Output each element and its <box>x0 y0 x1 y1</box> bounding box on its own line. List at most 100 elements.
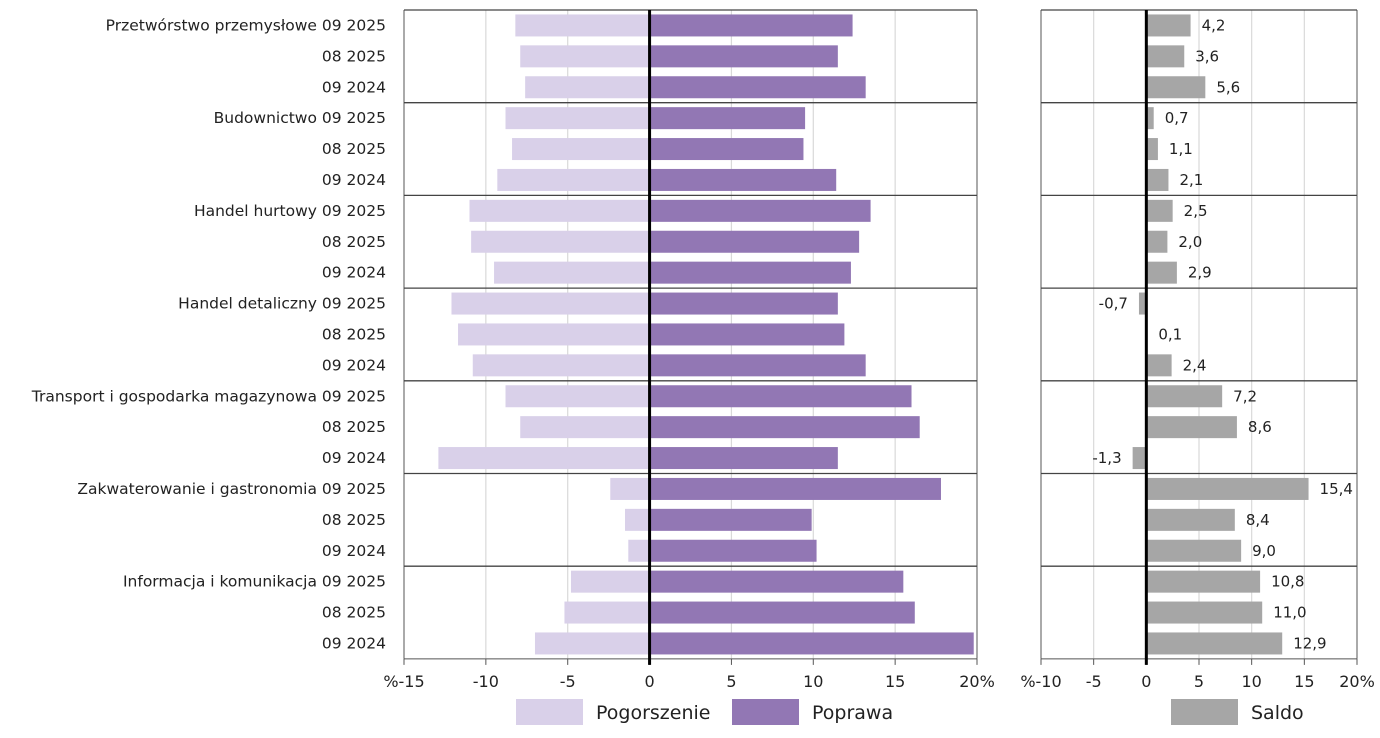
data-label-saldo: 2,9 <box>1188 264 1212 282</box>
data-label-saldo: 2,1 <box>1179 171 1203 189</box>
bar-poprawa <box>649 416 920 439</box>
bar-saldo <box>1146 632 1283 655</box>
bar-saldo <box>1146 570 1261 593</box>
data-label-saldo: 2,4 <box>1183 356 1207 374</box>
bar-poprawa <box>649 477 941 500</box>
bar-poprawa <box>649 45 838 68</box>
bar-pogorszenie <box>469 199 650 222</box>
frame-layer <box>403 9 1358 665</box>
bar-poprawa <box>649 261 851 284</box>
bar-poprawa <box>649 632 974 655</box>
bar-saldo <box>1146 138 1158 161</box>
x-tick-label: 0 <box>644 672 654 691</box>
bar-saldo <box>1146 76 1206 99</box>
data-label-saldo: 5,6 <box>1216 78 1240 96</box>
category-label: 09 2024 <box>322 634 386 652</box>
category-label: Zakwaterowanie i gastronomia 09 2025 <box>77 480 386 498</box>
data-label-saldo: 7,2 <box>1233 387 1257 405</box>
data-label-saldo: 2,0 <box>1178 233 1202 251</box>
bar-saldo <box>1146 539 1242 562</box>
x-tick-label: 0 <box>1141 672 1151 691</box>
category-label: 08 2025 <box>322 140 386 158</box>
category-label: Budownictwo 09 2025 <box>214 109 386 127</box>
bar-pogorszenie <box>438 447 650 470</box>
bar-saldo <box>1146 354 1172 377</box>
data-label-saldo: 0,7 <box>1165 109 1189 127</box>
bar-saldo <box>1146 230 1168 253</box>
bar-pogorszenie <box>534 632 650 655</box>
x-tick-label: 15 <box>1294 672 1314 691</box>
x-tick-label: %-10 <box>1020 672 1061 691</box>
category-label: 09 2024 <box>322 542 386 560</box>
category-label: 09 2024 <box>322 171 386 189</box>
bar-poprawa <box>649 323 845 346</box>
bar-saldo <box>1146 107 1154 130</box>
bar-pogorszenie <box>610 477 650 500</box>
legend-layer: Pogorszenie Poprawa Saldo <box>516 699 1304 725</box>
bar-poprawa <box>649 230 860 253</box>
bar-pogorszenie <box>564 601 650 624</box>
x-tick-label: 5 <box>726 672 736 691</box>
x-tick-label: 10 <box>1241 672 1261 691</box>
bar-pogorszenie <box>494 261 650 284</box>
category-label: Przetwórstwo przemysłowe 09 2025 <box>106 16 386 34</box>
legend-saldo-swatch <box>1171 699 1238 725</box>
bar-pogorszenie <box>625 508 650 531</box>
data-label-saldo: 12,9 <box>1293 634 1326 652</box>
bar-pogorszenie <box>525 76 650 99</box>
legend-poprawa-swatch <box>732 699 799 725</box>
bar-poprawa <box>649 447 838 470</box>
data-label-saldo: -0,7 <box>1099 295 1128 313</box>
data-label-saldo: 9,0 <box>1252 542 1276 560</box>
bar-poprawa <box>649 168 837 191</box>
legend-saldo-label: Saldo <box>1251 702 1304 724</box>
x-tick-label: 10 <box>803 672 823 691</box>
bar-pogorszenie <box>505 385 650 408</box>
x-tick-label: 20% <box>959 672 995 691</box>
bar-saldo <box>1132 447 1147 470</box>
category-label: Transport i gospodarka magazynowa 09 202… <box>31 387 386 405</box>
bar-saldo <box>1146 416 1237 439</box>
bar-pogorszenie <box>515 14 650 37</box>
legend-pogorszenie-swatch <box>516 699 583 725</box>
bar-poprawa <box>649 138 804 161</box>
bar-poprawa <box>649 601 915 624</box>
x-tick-label: 15 <box>885 672 905 691</box>
category-label: 08 2025 <box>322 418 386 436</box>
legend-pogorszenie-label: Pogorszenie <box>596 702 710 724</box>
x-tick-label: 5 <box>1194 672 1204 691</box>
bar-pogorszenie <box>497 168 650 191</box>
x-tick-label: %-15 <box>383 672 424 691</box>
category-label: 08 2025 <box>322 233 386 251</box>
bar-pogorszenie <box>512 138 650 161</box>
bar-poprawa <box>649 539 817 562</box>
category-label: 09 2024 <box>322 356 386 374</box>
category-label: 08 2025 <box>322 511 386 529</box>
category-label: 09 2024 <box>322 264 386 282</box>
bar-pogorszenie <box>472 354 650 377</box>
data-label-saldo: -1,3 <box>1092 449 1121 467</box>
bar-pogorszenie <box>520 45 650 68</box>
bar-saldo <box>1146 168 1169 191</box>
category-label: 09 2024 <box>322 449 386 467</box>
bar-poprawa <box>649 385 912 408</box>
data-label-saldo: 8,4 <box>1246 511 1270 529</box>
bar-saldo <box>1146 385 1223 408</box>
bar-poprawa <box>649 508 812 531</box>
category-label: 08 2025 <box>322 325 386 343</box>
bar-saldo <box>1146 601 1263 624</box>
bar-poprawa <box>649 570 904 593</box>
bar-pogorszenie <box>471 230 650 253</box>
bar-saldo <box>1146 261 1177 284</box>
category-label: 09 2024 <box>322 78 386 96</box>
labels-layer: %-15 -10 -5 0 5 10 15 20% %-10 -5 0 5 10 15 20% 4,2 Prze… <box>31 16 1375 690</box>
category-label: Informacja i komunikacja 09 2025 <box>123 573 386 591</box>
data-label-saldo: 1,1 <box>1169 140 1193 158</box>
bar-pogorszenie <box>520 416 650 439</box>
category-label: Handel hurtowy 09 2025 <box>194 202 386 220</box>
bar-pogorszenie <box>570 570 650 593</box>
legend-poprawa-label: Poprawa <box>812 702 893 724</box>
data-label-saldo: 3,6 <box>1195 47 1219 65</box>
x-tick-label: 20% <box>1339 672 1375 691</box>
